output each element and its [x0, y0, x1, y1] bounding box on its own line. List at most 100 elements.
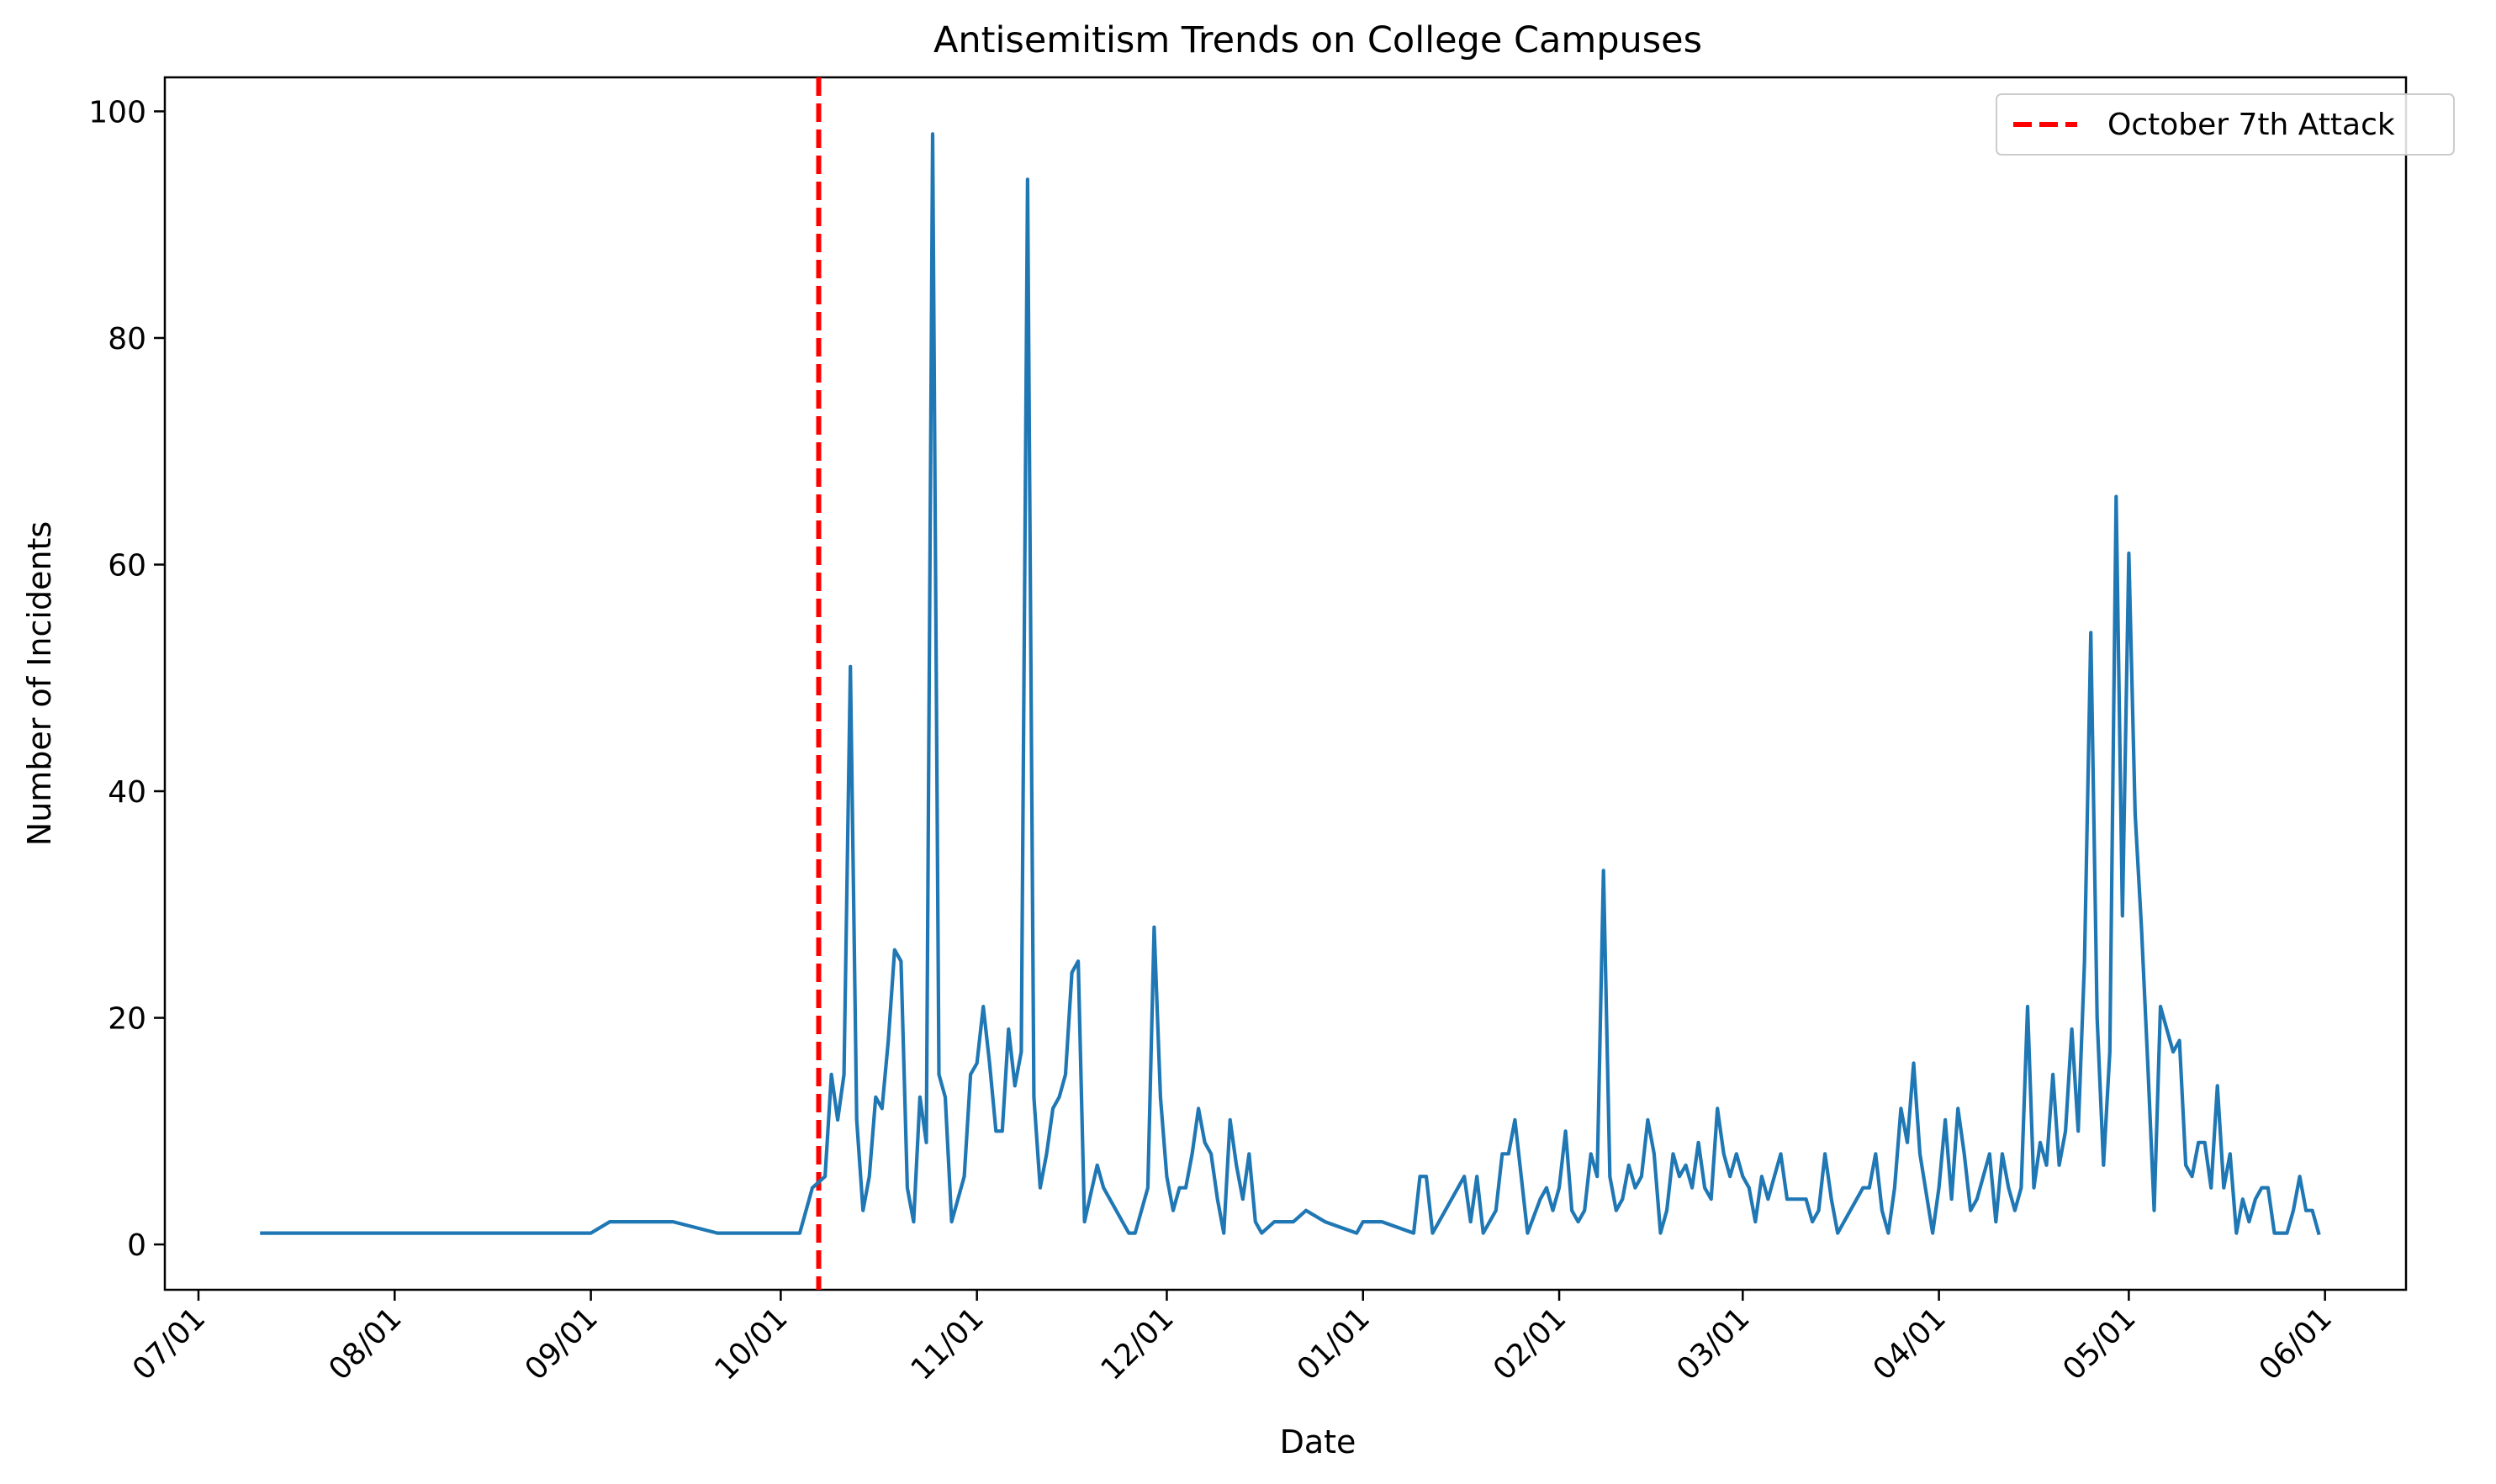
data-point	[2249, 1222, 2250, 1223]
data-point	[1818, 1210, 1819, 1211]
data-point	[1698, 1142, 1699, 1143]
data-point	[2211, 1187, 2212, 1188]
data-point	[2103, 1164, 2104, 1165]
data-point	[1103, 1187, 1104, 1188]
data-point	[2292, 1210, 2293, 1211]
data-point	[2306, 1210, 2307, 1211]
legend-box	[1996, 93, 2455, 156]
data-point	[2084, 961, 2085, 962]
data-point	[2147, 1063, 2148, 1064]
data-point	[1039, 1187, 1040, 1188]
data-point	[1425, 1176, 1426, 1177]
data-point	[926, 1142, 927, 1143]
data-point	[1913, 1063, 1914, 1064]
y-tick-label: 0	[127, 1228, 146, 1263]
data-point	[1976, 1199, 1977, 1200]
data-point	[1863, 1187, 1864, 1188]
data-point	[1647, 1119, 1648, 1120]
y-axis-ticks: 0 20 40 60 80 100	[88, 95, 165, 1263]
data-point	[1945, 1119, 1946, 1120]
data-point	[1236, 1164, 1237, 1165]
data-point	[1160, 1096, 1161, 1097]
data-point	[2154, 1210, 2155, 1211]
y-axis-label: Number of Incidents	[21, 521, 58, 846]
data-point	[951, 1222, 952, 1223]
data-point	[894, 949, 895, 950]
data-point	[2198, 1142, 2199, 1143]
legend-label-october-7th-attack: October 7th Attack	[2107, 108, 2395, 142]
data-point	[1761, 1176, 1762, 1177]
data-point	[2134, 813, 2135, 814]
data-point	[610, 1222, 611, 1223]
data-point	[1477, 1176, 1478, 1177]
data-point	[843, 1074, 844, 1075]
data-point	[913, 1222, 914, 1223]
legend: October 7th Attack	[1996, 93, 2455, 156]
data-point	[1147, 1187, 1148, 1188]
data-point	[2065, 1131, 2066, 1132]
data-point	[901, 961, 902, 962]
data-point	[1768, 1199, 1769, 1200]
data-point	[932, 134, 933, 135]
data-point	[1597, 1176, 1598, 1177]
data-point	[2053, 1074, 2054, 1075]
data-point	[1185, 1187, 1186, 1188]
data-point	[1755, 1222, 1756, 1223]
data-point	[1242, 1199, 1243, 1200]
data-point	[1464, 1176, 1465, 1177]
data-point	[2204, 1142, 2205, 1143]
data-point	[2033, 1187, 2034, 1188]
data-point	[1881, 1210, 1882, 1211]
data-point	[2059, 1164, 2060, 1165]
data-point	[1628, 1164, 1629, 1165]
data-point	[1059, 1096, 1060, 1097]
data-point	[2039, 1142, 2040, 1143]
data-point	[1578, 1222, 1579, 1223]
y-tick-label: 40	[108, 775, 146, 810]
data-point	[996, 1131, 997, 1132]
data-point	[1812, 1222, 1813, 1223]
data-point	[944, 1096, 945, 1097]
data-point	[1014, 1085, 1015, 1086]
data-point	[1951, 1199, 1952, 1200]
data-point	[1572, 1210, 1573, 1211]
data-point	[2217, 1085, 2218, 1086]
data-point	[1255, 1222, 1256, 1223]
data-point	[1305, 1210, 1306, 1211]
data-point	[881, 1108, 882, 1109]
data-point	[2014, 1210, 2015, 1211]
axes	[163, 76, 2408, 1291]
data-point	[1565, 1131, 1566, 1132]
data-point	[1470, 1222, 1471, 1223]
data-point	[1635, 1187, 1636, 1188]
data-point	[1021, 1051, 1022, 1052]
data-point	[976, 1063, 977, 1064]
data-point	[2312, 1210, 2313, 1211]
data-point	[1786, 1199, 1787, 1200]
data-point	[1938, 1187, 1939, 1188]
data-point	[1685, 1164, 1686, 1165]
data-point	[856, 1119, 857, 1120]
data-point	[1204, 1142, 1205, 1143]
data-point	[2021, 1187, 2022, 1188]
data-point	[1558, 1187, 1559, 1188]
data-point	[1172, 1210, 1173, 1211]
data-point	[1584, 1210, 1585, 1211]
data-point	[1970, 1210, 1971, 1211]
y-tick-label: 80	[108, 322, 146, 356]
data-point	[2116, 496, 2117, 497]
data-point	[1008, 1028, 1009, 1029]
data-point	[2179, 1040, 2180, 1041]
data-point	[970, 1074, 971, 1075]
data-point	[2128, 552, 2129, 553]
data-point	[1831, 1199, 1832, 1200]
data-point	[2071, 1028, 2072, 1029]
data-point	[1906, 1142, 1907, 1143]
data-point	[1362, 1222, 1363, 1223]
data-point	[1065, 1074, 1066, 1075]
data-point	[2109, 1051, 2110, 1052]
data-point	[1603, 870, 1604, 871]
data-point	[1692, 1187, 1693, 1188]
